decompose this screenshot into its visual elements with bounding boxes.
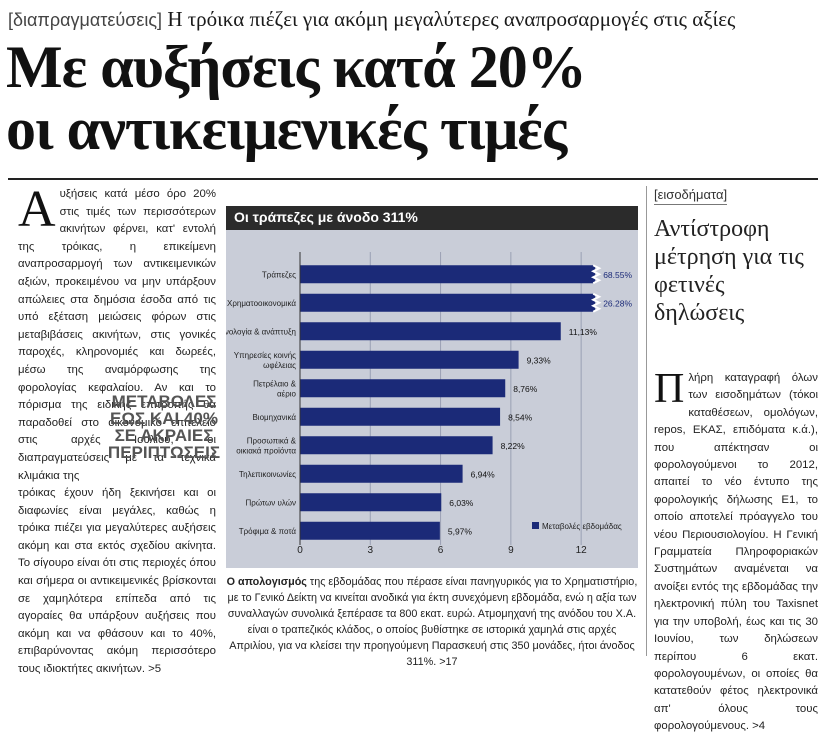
data-label: 68.55% [603,270,632,280]
data-label: 8,22% [501,441,526,451]
legend-label: Μεταβολές εβδομάδας [542,522,622,531]
data-label: 5,97% [448,526,473,536]
article-paragraph-1: Α υξήσεις κατά μέσο όρο 20% στις τιμές τ… [18,181,216,485]
sidebar-body-text: λήρη καταγραφή όλων των εισοδημάτων (τόκ… [654,372,818,733]
caption-text: της εβδομάδας που πέρασε είναι πανηγυρικ… [227,576,638,668]
x-tick-label: 0 [297,545,303,556]
bar [300,293,596,312]
headline-rule [8,178,818,180]
sidebar-headline: Αντίστροφη μέτρηση για τις φετινές δηλώσ… [654,216,804,326]
article-paragraph-2: τρόικας έχουν ήδη ξεκινήσει και οι διαφω… [18,487,216,676]
sidebar-body: Π λήρη καταγραφή όλων των εισοδημάτων (τ… [654,366,818,736]
data-label: 6,03% [449,498,474,508]
data-label: 11,13% [569,327,598,337]
category-label: Χρηματοοικονομικά [227,299,296,308]
data-label: 6,94% [471,469,496,479]
article-dropcap: Α [18,181,56,238]
category-label: αέριο [277,389,297,398]
legend-swatch [532,522,539,529]
x-tick-label: 9 [508,545,514,556]
pull-quote-line: ΜΕΤΑΒΟΛΕΣ [111,392,217,411]
category-label: Τρόφιμα & ποτά [239,527,297,536]
data-label: 8,54% [508,412,533,422]
headline-line-2: οι αντικειμενικές τιμές [6,96,567,162]
caption-lead: Ο απολογισμός [226,576,307,588]
pull-quote-line: ΠΕΡΙΠΤΩΣΕΙΣ [107,443,221,462]
article-body: Α υξήσεις κατά μέσο όρο 20% στις τιμές τ… [18,181,216,676]
bar-chart: 0 3 6 9 12 68.55% Τράπεζες 26.28% Χρηματοοικονομ… [226,252,632,556]
data-label: 8,76% [513,384,538,394]
bar [300,407,501,426]
sidebar-dropcap: Π [654,366,685,412]
pull-quote-line: ΣΕ ΑΚΡΑΙΕΣ [114,426,214,445]
chart-caption: Ο απολογισμός της εβδομάδας που πέρασε ε… [226,574,638,670]
category-label: Τράπεζες [262,270,296,279]
bar [300,265,596,284]
pull-quote: ΜΕΤΑΒΟΛΕΣ ΕΩΣ ΚΑΙ 40% ΣΕ ΑΚΡΑΙΕΣ ΠΕΡΙΠΤΩΣΕΙ… [104,393,224,461]
kicker-tag: [διαπραγματεύσεις] [8,10,163,30]
x-tick-label: 12 [576,545,588,556]
bar [300,379,506,398]
data-label: 9,33% [527,355,552,365]
headline-line-1: Με αυξήσεις κατά 20% [6,34,587,100]
bar [300,350,519,369]
x-tick-label: 3 [368,545,374,556]
category-label: οικιακά προϊόντα [236,446,296,455]
pull-quote-line: ΕΩΣ ΚΑΙ 40% [110,409,218,428]
category-label: Πετρέλαιο & [253,379,297,388]
headline: Με αυξήσεις κατά 20% οι αντικειμενικές τ… [6,36,818,160]
category-label: Τεχνολογία & ανάπτυξη [226,327,296,336]
article-paragraph-1-text: υξήσεις κατά μέσο όρο 20% στις τιμές των… [18,188,216,482]
kicker-text: Η τρόικα πιέζει για ακόμη μεγαλύτερες αν… [167,7,736,31]
bar [300,436,493,455]
bar [300,322,561,341]
bar [300,464,463,483]
category-label: Υπηρεσίες κοινής [234,351,296,360]
bar [300,493,442,512]
column-divider [646,186,647,656]
axis-break-mark [590,264,602,285]
data-label: 26.28% [603,298,632,308]
chart-title: Οι τράπεζες με άνοδο 311% [234,209,418,225]
x-tick-label: 6 [438,545,444,556]
category-label: Τηλεπικοινωνίες [239,470,296,479]
sidebar: [εισοδήματα] Αντίστροφη μέτρηση για τις … [654,186,818,327]
bar [300,521,440,540]
kicker: [διαπραγματεύσεις] Η τρόικα πιέζει για α… [8,6,818,33]
chart: Οι τράπεζες με άνοδο 311% 0 3 6 9 12 68.55% Τρ… [226,206,638,568]
chart-title-bar: Οι τράπεζες με άνοδο 311% [226,206,638,230]
sidebar-tag: [εισοδήματα] [654,187,728,205]
category-label: Πρώτων υλών [246,498,296,507]
category-label: ωφέλειας [263,361,296,370]
axis-break-mark [590,292,602,313]
category-label: Βιομηχανικά [252,413,296,422]
category-label: Προσωπικά & [247,436,297,445]
